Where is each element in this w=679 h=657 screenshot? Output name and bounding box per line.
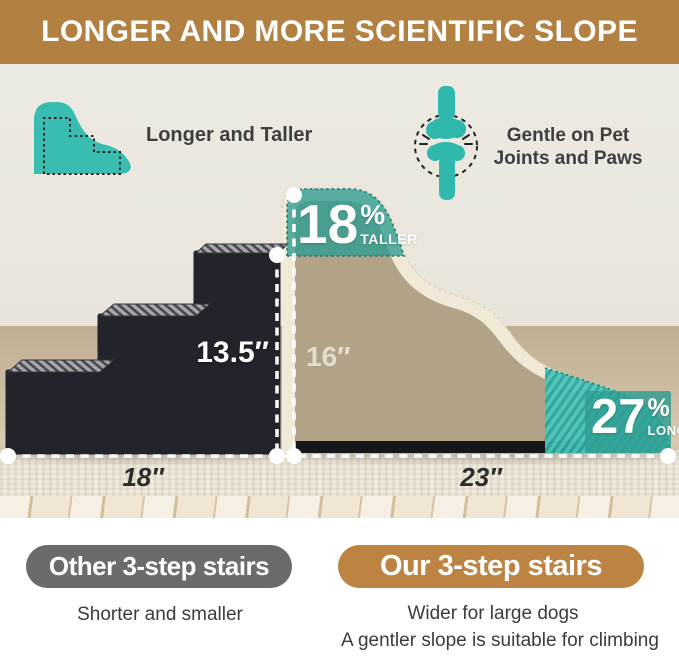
our-stairs-height-label: 16″	[306, 341, 351, 372]
longer-unit: %	[647, 394, 670, 422]
our-stairs-note-2: A gentler slope is suitable for climbing	[341, 630, 659, 651]
header-banner: LONGER AND MORE SCIENTIFIC SLOPE	[0, 0, 679, 64]
longer-overlay	[585, 391, 671, 453]
other-stairs-height-label: 13.5″	[196, 336, 269, 369]
taller-badge: 18 % TALLER	[297, 197, 418, 252]
feature-label-line2: Joints and Paws	[493, 148, 643, 169]
wood-floor	[0, 496, 679, 518]
longer-label: LONGER	[647, 423, 679, 438]
our-stairs-width-label: 23″	[460, 462, 502, 492]
longer-badge: 27 % LONGER	[591, 393, 679, 442]
our-stairs-note-1: Wider for large dogs	[407, 603, 579, 624]
taller-unit: %	[360, 199, 386, 230]
feature-label-line1: Gentle on Pet	[506, 125, 630, 146]
feature-label-gentle-joints: Gentle on Pet Joints and Paws	[486, 124, 650, 170]
measurement-markers	[0, 187, 676, 464]
our-stairs-graphic	[281, 187, 672, 453]
our-stairs-pill: Our 3-step stairs	[338, 545, 644, 588]
page-title: LONGER AND MORE SCIENTIFIC SLOPE	[41, 15, 638, 48]
longer-value: 27	[591, 390, 646, 444]
other-stairs-width-label: 18″	[122, 462, 164, 492]
measurement-lines	[8, 195, 668, 458]
other-stairs-graphic	[5, 243, 290, 455]
other-stairs-pill: Other 3-step stairs	[26, 545, 292, 588]
stairs-slope-icon	[34, 102, 131, 175]
taller-value: 18	[297, 193, 359, 255]
comparison-scene: Longer and Taller Gentle on Pet Joints a…	[0, 64, 679, 518]
footer-comparison: Other 3-step stairs Our 3-step stairs Sh…	[0, 518, 679, 657]
taller-label: TALLER	[360, 231, 418, 247]
feature-label-longer-taller: Longer and Taller	[146, 124, 313, 146]
taller-overlay	[286, 188, 406, 257]
pet-joint-icon	[414, 86, 478, 200]
stairs-comparison-art	[0, 187, 679, 464]
other-stairs-note: Shorter and smaller	[77, 604, 243, 625]
